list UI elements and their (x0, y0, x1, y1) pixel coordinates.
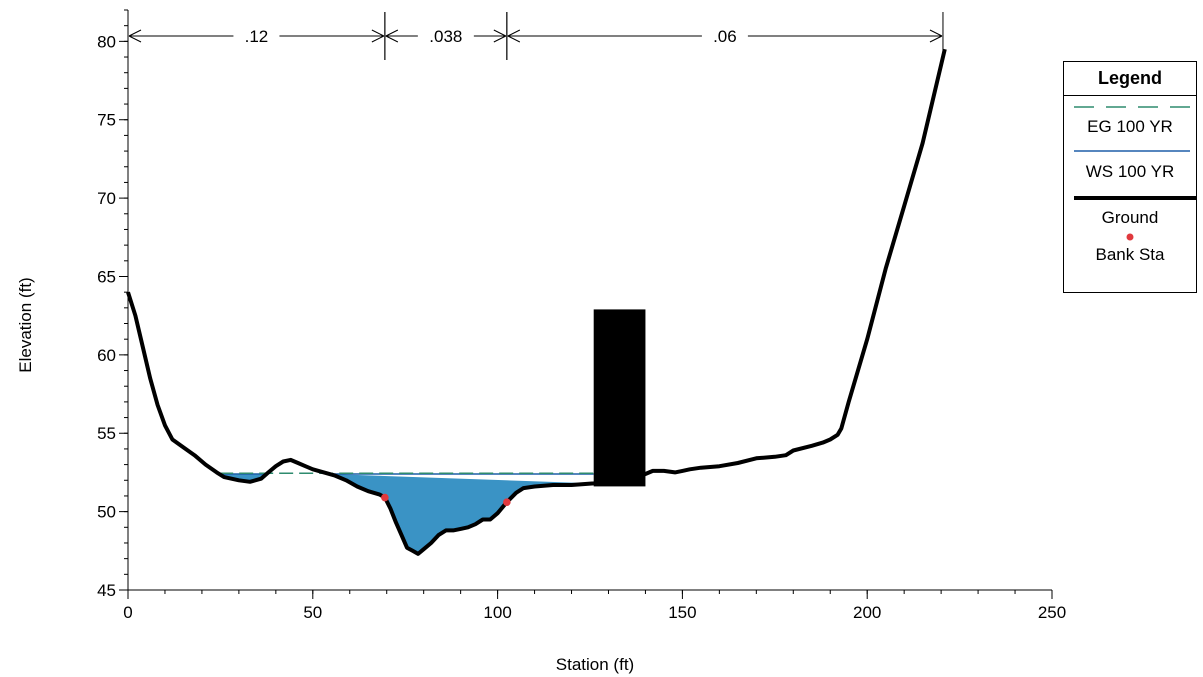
bridge-pier (593, 309, 646, 487)
legend-label-ws: WS 100 YR (1085, 162, 1175, 181)
mannings-n-label: .12 (245, 27, 269, 46)
legend-eg-swatch (1074, 106, 1190, 108)
x-tick-label: 150 (668, 603, 696, 622)
legend-bank-swatch (1126, 233, 1134, 241)
y-tick-label: 80 (97, 32, 116, 51)
y-tick-label: 45 (97, 581, 116, 600)
x-tick-label: 250 (1038, 603, 1066, 622)
legend-box: Legend EG 100 YR WS 100 YR Ground Bank S… (1063, 61, 1197, 293)
y-tick-label: 70 (97, 189, 116, 208)
y-tick-label: 75 (97, 111, 116, 130)
bank-station-layer (381, 493, 511, 507)
legend-label-ground: Ground (1101, 208, 1159, 227)
legend-ws-swatch (1074, 150, 1190, 152)
x-tick-label: 100 (483, 603, 511, 622)
ground-line (126, 48, 947, 556)
water-area-1 (329, 474, 594, 554)
bridge-pier-layer (593, 309, 646, 487)
n-arrow-right (371, 29, 385, 43)
mannings-n-layer: .12 .038 .06 (127, 12, 944, 60)
x-tick-label: 50 (303, 603, 322, 622)
legend-label-bank: Bank Sta (1095, 245, 1165, 264)
n-arrow-left (507, 29, 521, 43)
n-arrow-left (385, 29, 399, 43)
x-tick-label: 0 (123, 603, 132, 622)
mannings-n-label: .06 (713, 27, 737, 46)
n-arrow-right (929, 29, 943, 43)
y-tick-label: 65 (97, 267, 116, 286)
bank-station-0 (381, 493, 389, 502)
x-axis-title: Station (ft) (556, 655, 634, 674)
mannings-n-label: .038 (429, 27, 462, 46)
axes-layer: 45 50 55 60 65 70 75 80 0 50 100 150 200 250 (97, 9, 1066, 622)
y-tick-label: 55 (97, 424, 116, 443)
ground-profile-layer (126, 48, 947, 556)
n-arrow-left (128, 29, 142, 43)
y-axis-title: Elevation (ft) (16, 277, 35, 372)
legend-label-eg: EG 100 YR (1087, 117, 1173, 136)
legend-title: Legend (1064, 62, 1196, 96)
legend-ground-swatch (1074, 196, 1196, 200)
bank-station-1 (503, 498, 511, 507)
x-tick-label: 200 (853, 603, 881, 622)
n-arrow-right (493, 29, 507, 43)
y-tick-label: 50 (97, 503, 116, 522)
y-tick-label: 60 (97, 346, 116, 365)
